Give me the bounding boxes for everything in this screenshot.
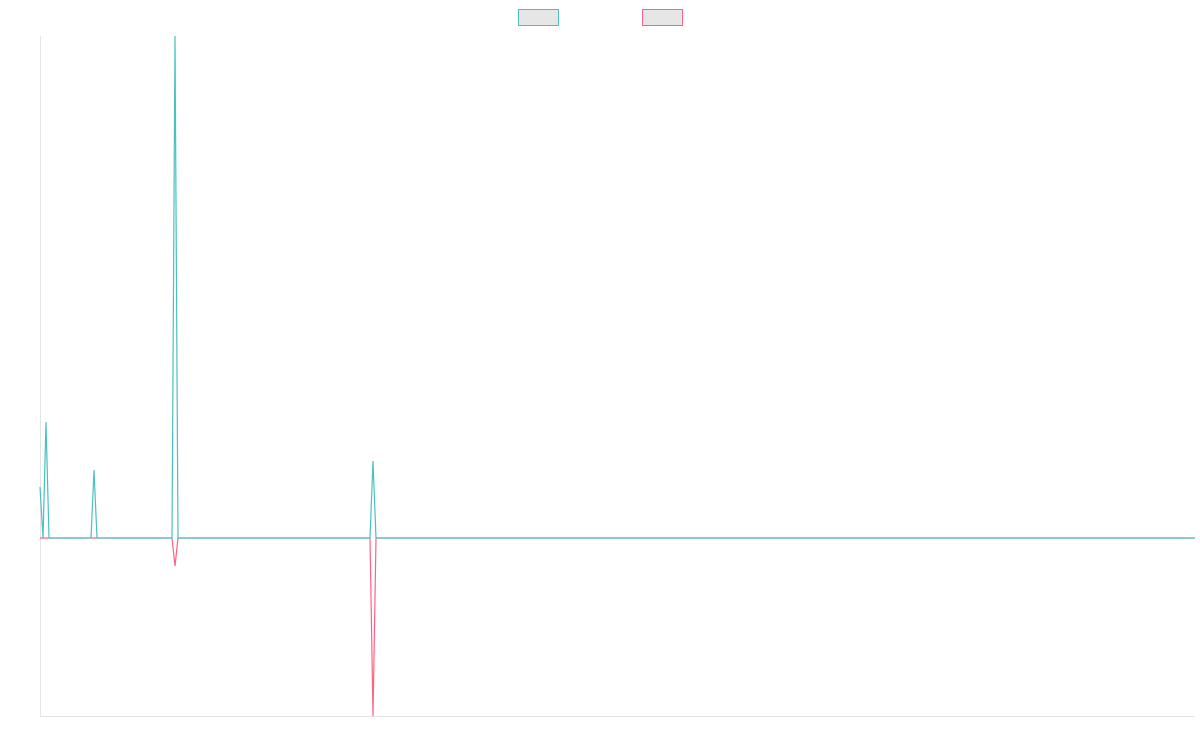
line-series bbox=[39, 35, 1195, 539]
line-series bbox=[40, 537, 1195, 717]
legend-swatch bbox=[518, 9, 559, 26]
legend-swatch bbox=[642, 9, 683, 26]
